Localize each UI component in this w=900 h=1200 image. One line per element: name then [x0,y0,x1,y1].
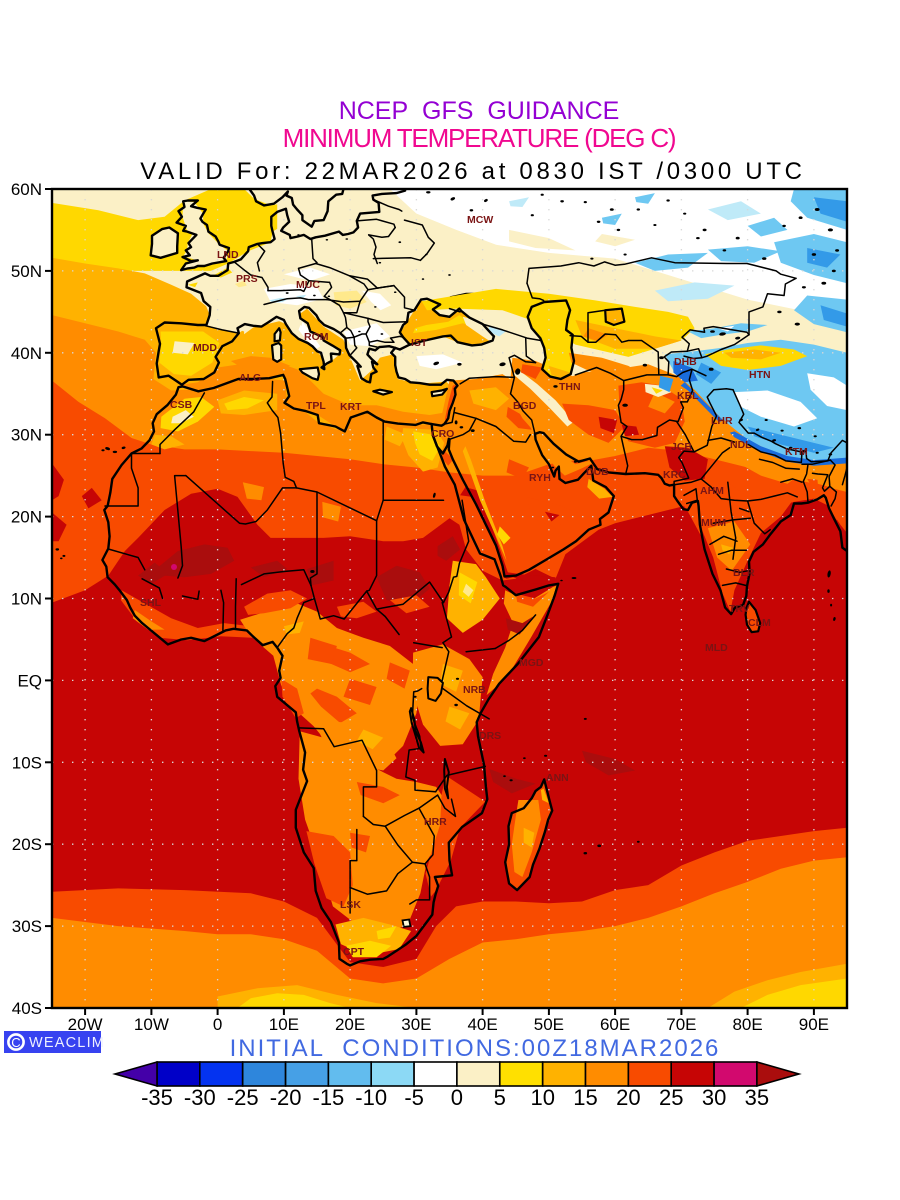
svg-text:TPL: TPL [306,400,326,412]
svg-text:-5: -5 [404,1085,424,1110]
svg-text:PRS: PRS [236,273,258,285]
svg-text:30N: 30N [11,426,42,445]
svg-text:BLR: BLR [733,567,755,579]
svg-text:KRT: KRT [340,401,362,413]
svg-text:ANN: ANN [546,772,569,784]
svg-text:60N: 60N [11,180,42,199]
svg-text:MDD: MDD [193,342,217,354]
svg-text:CSB: CSB [170,399,193,411]
svg-text:HRR: HRR [424,816,447,828]
svg-text:LHR: LHR [711,415,733,427]
svg-text:BGD: BGD [513,400,537,412]
svg-text:-15: -15 [313,1085,345,1110]
svg-text:15: 15 [573,1085,597,1110]
svg-text:NRB: NRB [463,684,486,696]
svg-text:INITIAL CONDITIONS:00Z18MAR20: INITIAL CONDITIONS:00Z18MAR2026 [230,1035,721,1062]
svg-text:WEACLIM: WEACLIM [29,1035,105,1051]
svg-text:40N: 40N [11,344,42,363]
svg-text:AHM: AHM [700,485,724,497]
svg-text:THN: THN [559,381,581,393]
svg-text:20S: 20S [12,835,42,854]
svg-text:30S: 30S [12,917,42,936]
svg-text:10N: 10N [11,590,42,609]
svg-text:30E: 30E [401,1015,431,1034]
svg-text:90E: 90E [799,1015,829,1034]
svg-text:NCEP GFS GUIDANCE: NCEP GFS GUIDANCE [339,97,620,125]
svg-text:-20: -20 [270,1085,302,1110]
svg-text:NDL: NDL [730,439,752,451]
svg-text:5: 5 [494,1085,506,1110]
svg-text:50N: 50N [11,262,42,281]
svg-text:70E: 70E [666,1015,696,1034]
svg-text:MINIMUM TEMPERATURE (DEG C): MINIMUM TEMPERATURE (DEG C) [283,123,676,153]
svg-text:HTN: HTN [749,369,771,381]
svg-text:CRO: CRO [431,428,454,440]
svg-text:-25: -25 [227,1085,259,1110]
svg-text:RYH: RYH [529,472,551,484]
svg-text:20: 20 [616,1085,640,1110]
svg-text:20W: 20W [68,1015,103,1034]
svg-text:KRC: KRC [663,469,686,481]
svg-text:40S: 40S [12,999,42,1018]
svg-text:C: C [11,1035,20,1050]
svg-text:IST: IST [411,337,428,349]
svg-text:MUM: MUM [701,517,726,529]
svg-text:10S: 10S [12,753,42,772]
svg-text:LND: LND [217,249,239,261]
svg-text:0: 0 [451,1085,463,1110]
svg-text:CLM: CLM [748,617,771,629]
svg-text:50E: 50E [534,1015,564,1034]
svg-text:-10: -10 [355,1085,387,1110]
svg-text:MCW: MCW [467,214,493,226]
svg-text:80E: 80E [732,1015,762,1034]
svg-text:10E: 10E [269,1015,299,1034]
svg-text:35: 35 [745,1085,769,1110]
svg-text:LSK: LSK [340,899,361,911]
svg-text:SHL: SHL [140,597,162,609]
svg-text:10W: 10W [134,1015,169,1034]
svg-text:MUC: MUC [296,279,320,291]
svg-text:DRS: DRS [479,730,501,742]
svg-text:25: 25 [659,1085,683,1110]
svg-text:CPT: CPT [343,946,365,958]
svg-text:DUB: DUB [586,466,609,478]
svg-text:TRV: TRV [729,603,750,615]
svg-text:VALID For: 22MAR2026 at 0830 I: VALID For: 22MAR2026 at 0830 IST /0300 U… [140,158,805,185]
svg-text:60E: 60E [600,1015,630,1034]
svg-text:ALG: ALG [239,372,261,384]
svg-text:EQ: EQ [17,671,42,690]
svg-text:10: 10 [530,1085,554,1110]
svg-text:DHB: DHB [674,356,697,368]
svg-text:JCB: JCB [671,441,692,453]
svg-text:0: 0 [213,1015,222,1034]
svg-text:KTM: KTM [785,446,808,458]
svg-text:ROM: ROM [304,331,329,343]
svg-text:20E: 20E [335,1015,365,1034]
svg-text:20N: 20N [11,508,42,527]
svg-text:MGD: MGD [519,657,544,669]
svg-text:MLD: MLD [705,642,728,654]
svg-text:KBL: KBL [677,390,699,402]
svg-text:40E: 40E [467,1015,497,1034]
svg-text:-35: -35 [141,1085,173,1110]
svg-text:30: 30 [702,1085,726,1110]
svg-text:-30: -30 [184,1085,216,1110]
